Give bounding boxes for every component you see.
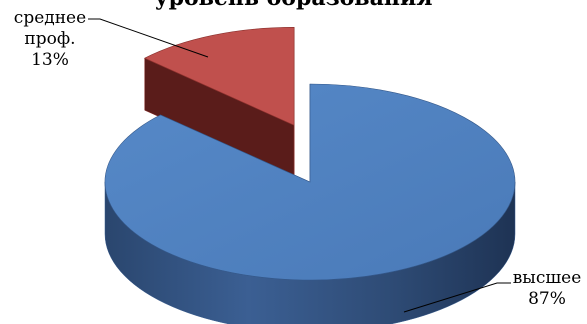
- slice-label-text-line-2: проф.: [24, 29, 76, 49]
- pie-slice-1: [143, 26, 295, 126]
- slice-value-label: 87%: [528, 289, 566, 309]
- slice-label-higher: высшее 87%: [508, 268, 586, 310]
- pie-slice-0: [104, 83, 516, 281]
- slice-label-text-line-1: среднее: [13, 8, 87, 28]
- slice-label-text: высшее: [512, 268, 582, 288]
- slice-value-label: 13%: [31, 50, 69, 70]
- leader-line-1: [88, 18, 209, 58]
- chart-title: уровень образования: [0, 0, 587, 11]
- leader-line-0: [403, 282, 511, 313]
- slice-label-secondary-vocational: среднее проф. 13%: [2, 8, 98, 71]
